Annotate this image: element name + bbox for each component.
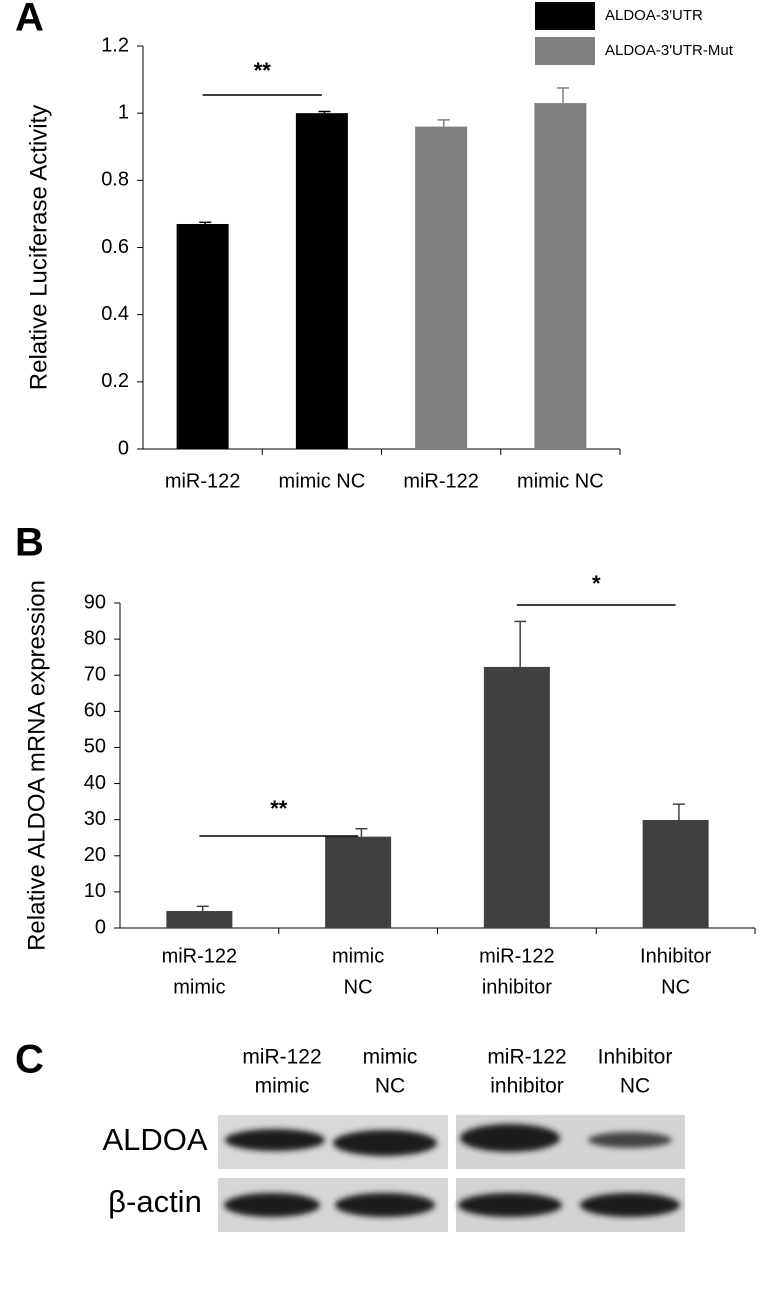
- lane-label: miR-122: [242, 1046, 321, 1069]
- x-tick-label: Inhibitor: [640, 945, 711, 967]
- bar: [325, 836, 392, 928]
- y-tick-label: 20: [84, 844, 106, 866]
- x-tick-label: NC: [344, 976, 373, 998]
- error-bar: [196, 905, 209, 912]
- bar: [415, 126, 468, 449]
- lane-label: inhibitor: [490, 1075, 564, 1098]
- panel-label: B: [15, 521, 44, 565]
- x-tick-label: mimic: [332, 945, 384, 967]
- y-tick-label: 70: [84, 664, 106, 686]
- bar: [483, 666, 550, 928]
- x-tick-label: NC: [661, 976, 690, 998]
- y-tick-label: 90: [84, 591, 106, 613]
- y-tick-label: 80: [84, 627, 106, 649]
- y-tick-label: 1: [118, 101, 129, 123]
- error-bar: [514, 620, 527, 667]
- x-tick-label: miR-122: [403, 470, 479, 492]
- y-tick-label: 1.2: [101, 34, 129, 56]
- lane-label: miR-122: [487, 1046, 566, 1069]
- lane-label: mimic: [363, 1046, 418, 1069]
- y-tick-label: 0.6: [101, 236, 129, 258]
- y-tick-label: 10: [84, 880, 106, 902]
- bar: [642, 820, 709, 928]
- y-tick-label: 30: [84, 808, 106, 830]
- x-tick-label: mimic NC: [517, 470, 604, 492]
- lane-label: Inhibitor: [598, 1046, 673, 1069]
- y-tick-label: 60: [84, 700, 106, 722]
- y-axis-label: Relative ALDOA mRNA expression: [23, 580, 50, 951]
- legend-label: ALDOA-3'UTR: [605, 7, 703, 24]
- y-tick-label: 50: [84, 736, 106, 758]
- legend-swatch: [535, 2, 595, 30]
- lane-label: NC: [375, 1075, 405, 1098]
- significance-label: **: [254, 58, 272, 83]
- row-label: ALDOA: [102, 1122, 207, 1157]
- blot-image: [218, 1115, 685, 1232]
- x-tick-label: mimic: [173, 976, 225, 998]
- legend-label: ALDOA-3'UTR-Mut: [605, 42, 734, 59]
- lane-label: NC: [620, 1075, 650, 1098]
- error-bar: [556, 87, 569, 104]
- error-bar: [199, 221, 212, 224]
- bar: [295, 113, 348, 450]
- lane-label: mimic: [255, 1075, 310, 1098]
- bar: [166, 911, 233, 928]
- x-tick-label: miR-122: [162, 945, 238, 967]
- panel-label: A: [15, 0, 44, 40]
- bar: [534, 103, 587, 449]
- y-tick-label: 0.2: [101, 370, 129, 392]
- y-tick-label: 0: [95, 916, 106, 938]
- y-tick-label: 0: [118, 437, 129, 459]
- significance-label: **: [270, 796, 288, 821]
- x-tick-label: miR-122: [479, 945, 555, 967]
- error-bar: [437, 119, 450, 127]
- x-tick-label: miR-122: [165, 470, 241, 492]
- legend-swatch: [535, 37, 595, 65]
- y-axis-label: Relative Luciferase Activity: [25, 105, 52, 390]
- x-tick-label: inhibitor: [482, 976, 552, 998]
- error-bar: [672, 803, 685, 821]
- x-tick-label: mimic NC: [279, 470, 366, 492]
- panel-label: C: [15, 1038, 44, 1082]
- error-bar: [318, 110, 331, 114]
- y-tick-label: 0.8: [101, 169, 129, 191]
- y-tick-label: 40: [84, 772, 106, 794]
- error-bar: [355, 827, 368, 837]
- y-tick-label: 0.4: [101, 303, 129, 325]
- bar: [176, 223, 229, 449]
- row-label: β-actin: [108, 1184, 202, 1219]
- significance-label: *: [592, 571, 601, 596]
